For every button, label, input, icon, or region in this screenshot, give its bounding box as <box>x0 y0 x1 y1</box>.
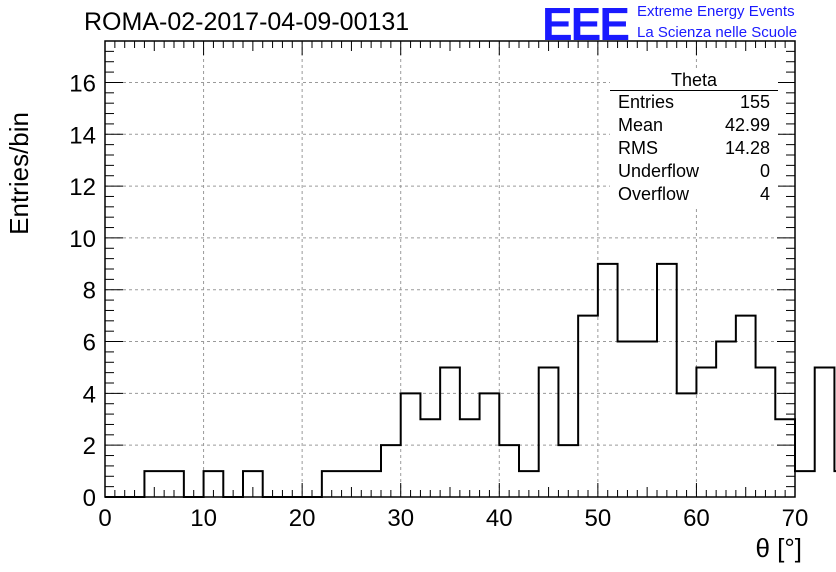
stats-row: Underflow 0 <box>610 160 778 183</box>
x-tick-label: 70 <box>782 505 809 532</box>
stats-label: Entries <box>618 92 675 112</box>
stats-row: Overflow 4 <box>610 183 778 206</box>
x-axis-label: θ [°] <box>755 533 802 563</box>
plot-title: ROMA-02-2017-04-09-00131 <box>84 8 410 36</box>
eee-logo: EEE <box>542 0 630 50</box>
y-tick-label: 12 <box>69 174 96 201</box>
stats-label: RMS <box>618 138 658 158</box>
stats-value: 4 <box>759 184 770 204</box>
x-tick-label: 10 <box>190 505 217 532</box>
stats-value: 155 <box>739 92 770 112</box>
stats-label: Mean <box>618 115 664 135</box>
stats-value: 42.99 <box>724 115 770 135</box>
y-tick-label: 4 <box>83 381 96 408</box>
y-tick-label: 14 <box>69 122 96 149</box>
logo-line-1: Extreme Energy Events <box>637 3 795 20</box>
logo-line-2: La Scienza nelle Scuole <box>637 24 798 41</box>
stats-title: Theta <box>610 70 778 91</box>
x-tick-label: 40 <box>486 505 513 532</box>
stats-value: 14.28 <box>724 138 770 158</box>
x-tick-label: 50 <box>585 505 612 532</box>
stats-row: Mean 42.99 <box>610 114 778 137</box>
y-tick-label: 2 <box>83 433 96 460</box>
y-tick-label: 0 <box>83 485 96 512</box>
y-tick-label: 6 <box>83 330 96 357</box>
x-tick-label: 60 <box>683 505 710 532</box>
y-axis-label: Entries/bin <box>4 112 34 235</box>
stats-label: Underflow <box>618 161 700 181</box>
x-tick-label: 30 <box>387 505 414 532</box>
y-tick-label: 10 <box>69 226 96 253</box>
stats-value: 0 <box>759 161 770 181</box>
stats-row: Entries 155 <box>610 91 778 114</box>
x-tick-label: 20 <box>289 505 316 532</box>
stats-label: Overflow <box>618 184 690 204</box>
y-tick-label: 8 <box>83 278 96 305</box>
stats-row: RMS 14.28 <box>610 137 778 160</box>
y-tick-label: 16 <box>69 70 96 97</box>
x-tick-label: 0 <box>98 505 111 532</box>
stats-box: Theta Entries 155 Mean 42.99 RMS 14.28 Unde… <box>610 70 778 206</box>
